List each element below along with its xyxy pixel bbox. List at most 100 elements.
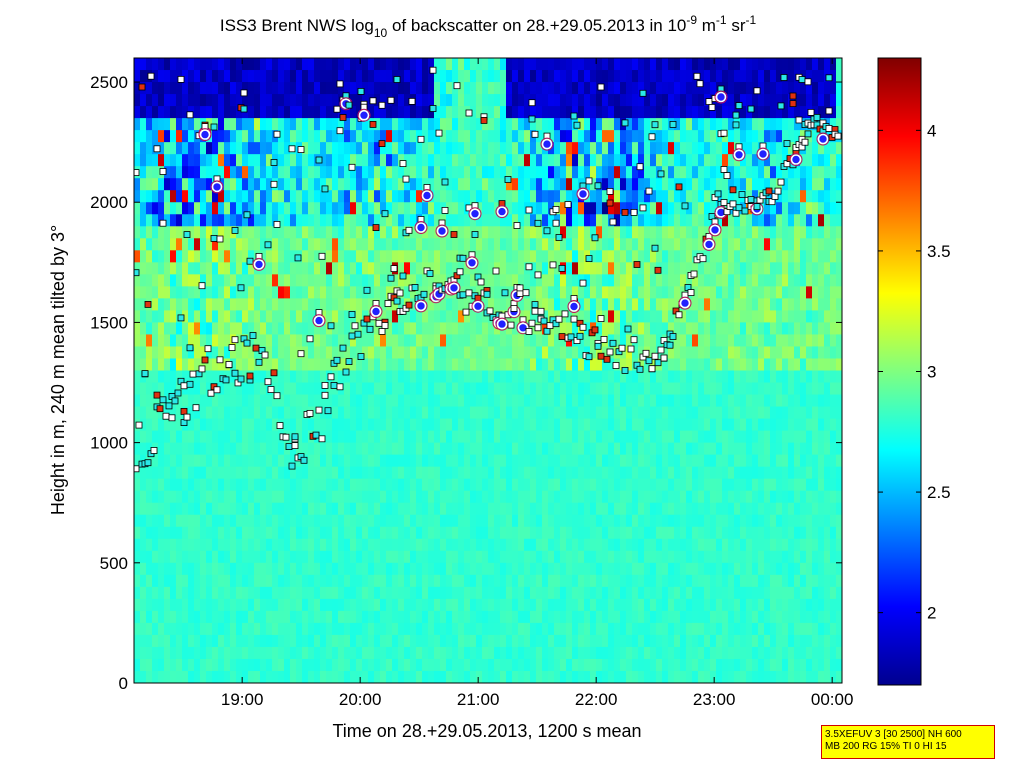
heatmap-cell: [410, 490, 417, 504]
heatmap-cell: [140, 238, 147, 251]
heatmap-cell: [698, 430, 705, 444]
heatmap-cell: [362, 382, 369, 396]
heatmap-cell: [200, 454, 207, 468]
heatmap-cell: [248, 406, 255, 420]
heatmap-cell: [554, 346, 561, 360]
heatmap-cell: [308, 562, 315, 576]
heatmap-cell: [230, 514, 237, 528]
heatmap-cell: [524, 646, 531, 660]
heatmap-cell: [422, 358, 429, 372]
heatmap-cell: [242, 286, 249, 299]
heatmap-cell: [494, 58, 501, 71]
heatmap-cell: [536, 250, 543, 263]
heatmap-cell: [560, 598, 567, 612]
heatmap-cell: [230, 646, 237, 660]
heatmap-cell: [218, 598, 225, 612]
heatmap-cell: [164, 562, 171, 576]
heatmap-cell: [176, 226, 183, 239]
heatmap-cell: [338, 418, 345, 432]
heatmap-cell: [362, 250, 369, 263]
heatmap-cell: [524, 370, 531, 384]
heatmap-cell: [680, 562, 687, 576]
heatmap-cell: [302, 514, 309, 528]
heatmap-cell: [134, 502, 141, 516]
heatmap-cell: [632, 670, 639, 683]
heatmap-cell: [440, 118, 447, 131]
heatmap-cell: [530, 82, 537, 95]
heatmap-cell: [692, 238, 699, 251]
heatmap-cell: [140, 478, 147, 492]
heatmap-cell: [212, 358, 219, 372]
heatmap-cell: [404, 610, 411, 624]
heatmap-cell: [566, 82, 573, 95]
heatmap-cell: [152, 394, 159, 408]
heatmap-cell: [224, 298, 231, 311]
heatmap-cell: [260, 82, 267, 95]
heatmap-cell: [632, 202, 639, 215]
heatmap-cell: [674, 646, 681, 660]
heatmap-cell: [356, 670, 363, 683]
heatmap-cell: [524, 70, 531, 83]
heatmap-cell: [608, 358, 615, 372]
heatmap-cell: [392, 58, 399, 71]
heatmap-cell: [194, 514, 201, 528]
heatmap-cell: [242, 670, 249, 683]
heatmap-cell: [242, 262, 249, 275]
heatmap-cell: [332, 658, 339, 672]
heatmap-cell: [644, 370, 651, 384]
heatmap-cell: [164, 418, 171, 432]
heatmap-cell: [470, 610, 477, 624]
heatmap-cell: [152, 94, 159, 107]
heatmap-cell: [176, 574, 183, 588]
heatmap-cell: [644, 322, 651, 336]
heatmap-cell: [674, 142, 681, 155]
heatmap-cell: [398, 490, 405, 504]
heatmap-cell: [260, 394, 267, 408]
heatmap-cell: [272, 190, 279, 203]
heatmap-cell: [236, 442, 243, 456]
heatmap-cell: [656, 598, 663, 612]
heatmap-cell: [464, 574, 471, 588]
heatmap-cell: [494, 142, 501, 155]
heatmap-cell: [458, 58, 465, 71]
heatmap-cell: [260, 550, 267, 564]
heatmap-cell: [626, 310, 633, 324]
heatmap-cell: [152, 262, 159, 275]
heatmap-cell: [314, 190, 321, 203]
heatmap-cell: [488, 70, 495, 83]
heatmap-cell: [158, 178, 165, 191]
heatmap-cell: [620, 634, 627, 648]
heatmap-cell: [440, 166, 447, 179]
heatmap-cell: [314, 106, 321, 119]
heatmap-cell: [458, 610, 465, 624]
heatmap-cell: [194, 502, 201, 516]
heatmap-cell: [506, 430, 513, 444]
heatmap-cell: [524, 634, 531, 648]
heatmap-cell: [602, 70, 609, 83]
heatmap-cell: [314, 646, 321, 660]
heatmap-cell: [350, 418, 357, 432]
heatmap-cell: [152, 358, 159, 372]
heatmap-cell: [692, 154, 699, 167]
heatmap-cell: [410, 274, 417, 287]
heatmap-cell: [182, 598, 189, 612]
heatmap-cell: [350, 358, 357, 372]
heatmap-cell: [452, 70, 459, 83]
heatmap-cell: [566, 154, 573, 167]
heatmap-cell: [362, 514, 369, 528]
heatmap-cell: [362, 454, 369, 468]
heatmap-cell: [398, 466, 405, 480]
heatmap-cell: [146, 82, 153, 95]
heatmap-cell: [524, 118, 531, 131]
heatmap-cell: [404, 418, 411, 432]
heatmap-cell: [638, 274, 645, 287]
heatmap-cell: [200, 82, 207, 95]
heatmap-cell: [512, 370, 519, 384]
heatmap-cell: [440, 478, 447, 492]
heatmap-cell: [680, 658, 687, 672]
heatmap-cell: [260, 430, 267, 444]
heatmap-cell: [482, 622, 489, 636]
heatmap-cell: [524, 166, 531, 179]
heatmap-cell: [170, 538, 177, 552]
heatmap-cell: [644, 178, 651, 191]
